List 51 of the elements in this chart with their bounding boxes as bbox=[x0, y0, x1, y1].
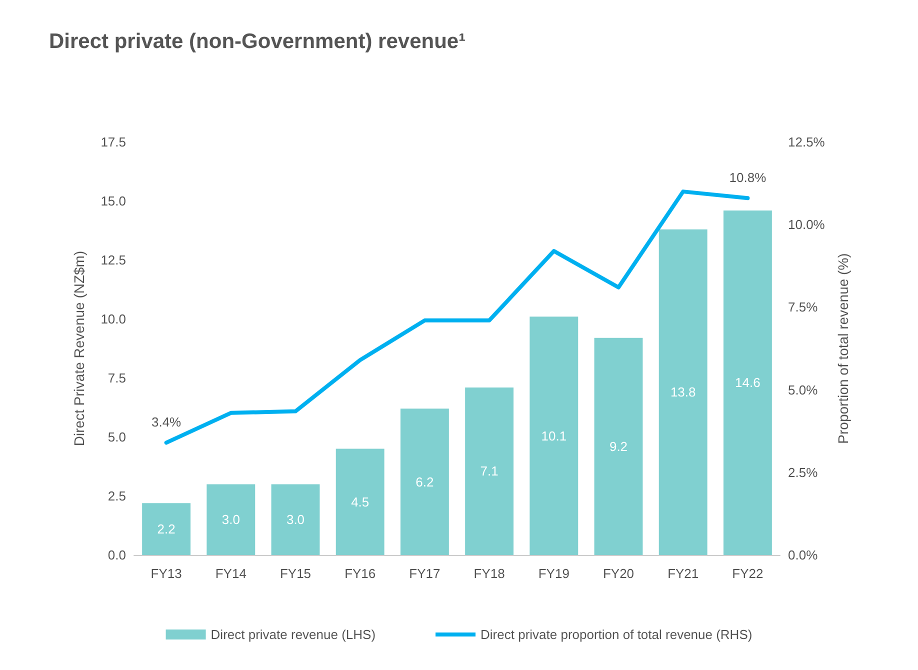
x-tick-label: FY19 bbox=[538, 566, 570, 581]
y-tick-label: 15.0 bbox=[100, 194, 126, 208]
data-label: 2.2 bbox=[157, 522, 176, 537]
y-tick-label: 10.0 bbox=[100, 312, 126, 326]
bar bbox=[465, 387, 514, 555]
data-label: 3.0 bbox=[222, 512, 240, 528]
x-tick-label: FY16 bbox=[344, 566, 376, 581]
data-label: 4.5 bbox=[351, 494, 370, 510]
data-label: 6.2 bbox=[416, 474, 434, 490]
y2-tick-label: 5.0% bbox=[788, 382, 818, 398]
y-tick-label: 7.5 bbox=[108, 370, 126, 386]
x-tick-label: FY14 bbox=[215, 566, 246, 581]
bar bbox=[723, 210, 772, 555]
bar bbox=[594, 338, 643, 555]
legend-label: Direct private proportion of total revenue (RHS) bbox=[480, 627, 752, 642]
y2-tick-label: 7.5% bbox=[788, 300, 818, 315]
bar bbox=[142, 503, 191, 555]
y-tick-label: 5.0 bbox=[108, 430, 126, 444]
chart-title: Direct private (non-Government) revenue¹ bbox=[49, 30, 466, 54]
y-tick-label: 17.5 bbox=[100, 134, 126, 150]
x-tick-label: FY22 bbox=[732, 566, 764, 581]
bar bbox=[206, 484, 256, 555]
x-tick-label: FY21 bbox=[668, 566, 699, 581]
data-label: 14.6 bbox=[735, 375, 760, 390]
data-label: 10.1 bbox=[541, 428, 567, 444]
data-label: 10.8% bbox=[729, 170, 767, 186]
y-tick-label: 2.5 bbox=[108, 488, 126, 504]
x-tick-label: FY18 bbox=[474, 566, 505, 581]
bar bbox=[271, 484, 320, 555]
y2-tick-label: 2.5% bbox=[788, 464, 818, 480]
y2-tick-label: 10.0% bbox=[788, 217, 826, 232]
x-tick-label: FY20 bbox=[602, 566, 634, 581]
data-label: 3.4% bbox=[151, 414, 182, 430]
data-label: 9.2 bbox=[609, 438, 628, 454]
bar bbox=[530, 316, 578, 555]
y-tick-label: 12.5 bbox=[100, 252, 126, 268]
y2-tick-label: 12.5% bbox=[788, 134, 826, 150]
data-label: 3.0 bbox=[286, 512, 305, 528]
data-label: 13.8 bbox=[670, 384, 696, 400]
x-tick-label: FY15 bbox=[280, 566, 312, 581]
x-tick-label: FY13 bbox=[150, 566, 182, 581]
bar bbox=[400, 408, 449, 555]
y2-axis-title: Proportion of total revenue (%) bbox=[834, 253, 851, 444]
y-tick-label: 0.0 bbox=[108, 548, 126, 562]
data-label: 7.1 bbox=[480, 464, 498, 479]
y2-tick-label: 0.0% bbox=[788, 548, 818, 562]
x-tick-label: FY17 bbox=[409, 566, 440, 581]
legend-label: Direct private revenue (LHS) bbox=[210, 627, 376, 642]
y-axis-title: Direct Private Revenue (NZ$m) bbox=[71, 250, 87, 446]
bar bbox=[658, 229, 708, 555]
bar bbox=[336, 448, 384, 555]
